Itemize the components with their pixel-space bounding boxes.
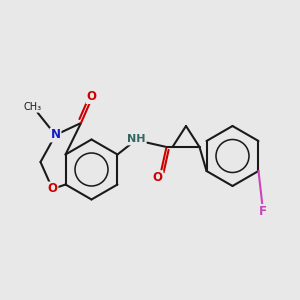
Text: O: O xyxy=(47,182,58,196)
Text: O: O xyxy=(86,90,97,103)
Text: CH₃: CH₃ xyxy=(23,102,41,112)
Text: NH: NH xyxy=(127,134,146,145)
Text: N: N xyxy=(50,128,61,142)
Text: O: O xyxy=(152,171,163,184)
Text: F: F xyxy=(259,205,266,218)
